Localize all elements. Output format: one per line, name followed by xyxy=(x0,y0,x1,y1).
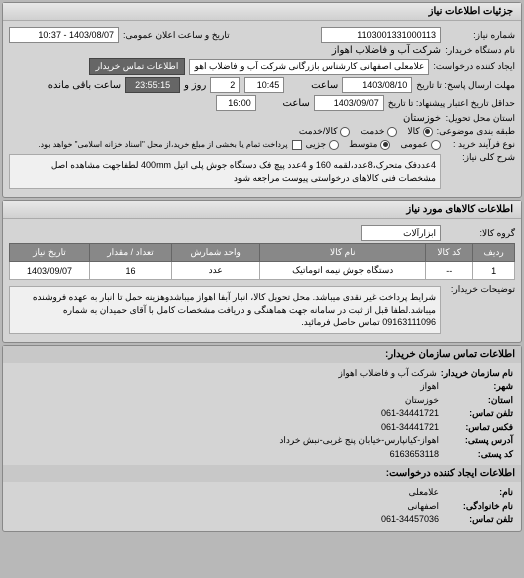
cost-mid-radio[interactable] xyxy=(380,140,390,150)
deadline-label: مهلت ارسال پاسخ: تا تاریخ xyxy=(416,80,515,91)
remain-time: 23:55:15 xyxy=(125,77,180,93)
contact-buyer-title: اطلاعات تماس سازمان خریدار: xyxy=(3,346,521,363)
deadline-date-input[interactable] xyxy=(342,77,412,93)
buyer-org-label: نام دستگاه خریدار: xyxy=(445,45,515,56)
time-label-1: ساعت xyxy=(288,80,338,91)
cb-postal: 6163653118 xyxy=(390,448,439,462)
cr-lastname: اصفهانی xyxy=(407,500,439,514)
cb-address-label: آدرس پستی: xyxy=(443,434,513,448)
col-row: ردیف xyxy=(473,244,515,262)
cb-org-label: نام سازمان خریدار: xyxy=(441,367,513,381)
cell-unit: عدد xyxy=(172,262,260,280)
cb-state: خوزستان xyxy=(405,394,439,408)
delivery-state-value: خوزستان xyxy=(403,113,441,124)
nature-both-label: کالا/خدمت xyxy=(299,126,338,137)
cb-state-label: استان: xyxy=(443,394,513,408)
payment-note: پرداخت تمام یا بخشی از مبلغ خرید،از محل … xyxy=(38,140,287,149)
cell-date: 1403/09/07 xyxy=(10,262,90,280)
contact-buyer-button[interactable]: اطلاعات تماس خریدار xyxy=(89,58,186,75)
days-input[interactable] xyxy=(210,77,240,93)
subject-box: 4عددفک متحرک،8عدد،لقمه 160 و 4عدد پیچ فک… xyxy=(9,154,441,189)
nature-label: طبقه بندی موضوعی: xyxy=(437,126,515,137)
cb-city: اهواز xyxy=(420,380,439,394)
requester-label: ایجاد کننده درخواست: xyxy=(433,61,515,72)
cell-row: 1 xyxy=(473,262,515,280)
nature-both-radio[interactable] xyxy=(340,127,350,137)
cell-code: -- xyxy=(426,262,473,280)
nature-service-label: خدمت xyxy=(360,126,384,137)
validity-label: حداقل تاریخ اعتبار پیشنهاد: تا تاریخ xyxy=(388,98,515,109)
validity-date-input[interactable] xyxy=(314,95,384,111)
subject-label: شرح کلی نیاز: xyxy=(445,152,515,163)
validity-time-input[interactable] xyxy=(216,95,256,111)
cb-address: اهواز-کیانپارس-خیابان پنج غربی-نبش خرداد xyxy=(279,434,439,448)
goods-header: اطلاعات کالاهای مورد نیاز xyxy=(3,201,521,219)
cr-phone-label: تلفن تماس: xyxy=(443,513,513,527)
col-name: نام کالا xyxy=(260,244,426,262)
cb-city-label: شهر: xyxy=(443,380,513,394)
nature-service-radio[interactable] xyxy=(387,127,397,137)
announce-label: تاریخ و ساعت اعلان عمومی: xyxy=(123,30,230,41)
cb-fax: 061-34441721 xyxy=(381,421,439,435)
cost-low-label: عمومی xyxy=(400,139,428,150)
group-label: گروه کالا: xyxy=(445,228,515,239)
contact-req-title: اطلاعات ایجاد کننده درخواست: xyxy=(3,465,521,482)
main-header: جزئیات اطلاعات نیاز xyxy=(3,3,521,21)
goods-table: ردیف کد کالا نام کالا واحد شمارش تعداد /… xyxy=(9,243,515,280)
cost-radio-group: عمومی متوسط جزیی xyxy=(306,139,441,150)
remain-label: ساعت باقی مانده xyxy=(48,80,121,91)
cr-lastname-label: نام خانوادگی: xyxy=(443,500,513,514)
cb-fax-label: فکس تماس: xyxy=(443,421,513,435)
table-row[interactable]: 1 -- دستگاه جوش نیمه اتوماتیک عدد 16 140… xyxy=(10,262,515,280)
number-input[interactable] xyxy=(321,27,441,43)
days-label: روز و xyxy=(184,80,206,91)
requester-input[interactable] xyxy=(189,59,429,75)
payment-checkbox[interactable] xyxy=(292,140,302,150)
delivery-state-label: استان محل تحویل: xyxy=(445,113,515,124)
cost-partial-radio[interactable] xyxy=(329,140,339,150)
buyer-org-value: شرکت آب و فاضلاب اهواز xyxy=(332,45,441,56)
nature-radio-group: کالا خدمت کالا/خدمت xyxy=(299,126,433,137)
cb-postal-label: کد پستی: xyxy=(443,448,513,462)
nature-goods-label: کالا xyxy=(407,126,419,137)
notes-box: شرایط پرداخت غیر نقدی میباشد. محل تحویل … xyxy=(9,286,441,334)
cost-label: نوع فرآیند خرید : xyxy=(445,139,515,150)
cr-name-label: نام: xyxy=(443,486,513,500)
col-date: تاریخ نیاز xyxy=(10,244,90,262)
cost-low-radio[interactable] xyxy=(431,140,441,150)
notes-label: توضیحات خریدار: xyxy=(445,284,515,295)
announce-input[interactable] xyxy=(9,27,119,43)
cb-phone-label: تلفن تماس: xyxy=(443,407,513,421)
cb-phone: 061-34441721 xyxy=(381,407,439,421)
col-qty: تعداد / مقدار xyxy=(89,244,171,262)
cr-phone: 061-34457036 xyxy=(381,513,439,527)
col-code: کد کالا xyxy=(426,244,473,262)
group-input[interactable] xyxy=(361,225,441,241)
number-label: شماره نیاز: xyxy=(445,30,515,41)
cb-org: شرکت آب و فاضلاب اهواز xyxy=(339,367,437,381)
deadline-time-input[interactable] xyxy=(244,77,284,93)
cell-name: دستگاه جوش نیمه اتوماتیک xyxy=(260,262,426,280)
col-unit: واحد شمارش xyxy=(172,244,260,262)
time-label-2: ساعت xyxy=(260,98,310,109)
cell-qty: 16 xyxy=(89,262,171,280)
nature-goods-radio[interactable] xyxy=(423,127,433,137)
cost-partial-label: جزیی xyxy=(306,139,327,150)
cost-mid-label: متوسط xyxy=(349,139,377,150)
cr-name: علامعلی xyxy=(409,486,439,500)
